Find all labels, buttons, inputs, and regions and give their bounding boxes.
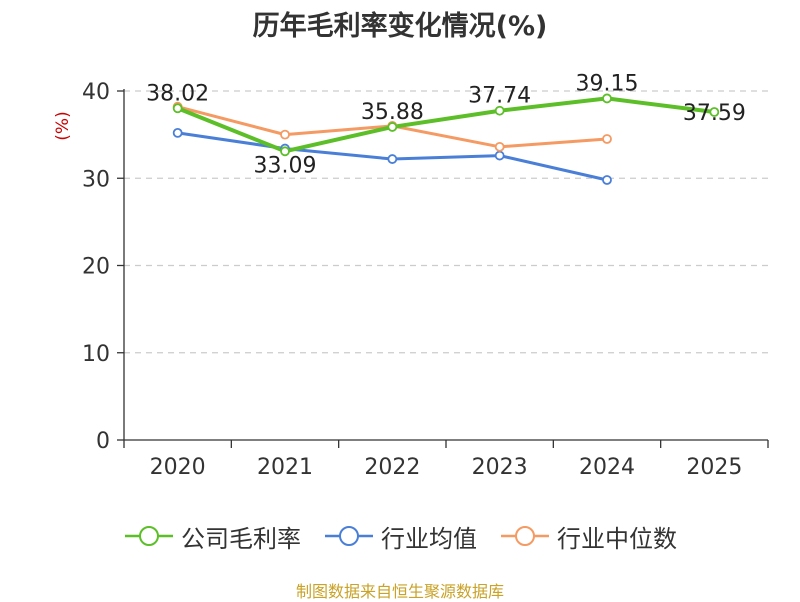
data-point-s1-2024	[602, 175, 612, 185]
x-tick-label-2025: 2025	[686, 455, 742, 480]
legend-marker-2	[515, 526, 535, 546]
x-tick-label-2023: 2023	[472, 455, 528, 480]
data-point-s0-2024	[602, 93, 612, 104]
data-label-2025: 37.59	[683, 101, 746, 126]
data-label-2021: 33.09	[254, 153, 317, 178]
x-tick-label-2021: 2021	[257, 455, 313, 480]
data-point-s0-2025	[709, 107, 720, 117]
chart-title: 历年毛利率变化情况(%)	[252, 11, 548, 42]
y-tick-label-10: 10	[82, 342, 110, 367]
data-label-2023: 37.74	[468, 84, 531, 109]
data-label-2020: 38.02	[146, 81, 209, 106]
source-note: 制图数据来自恒生聚源数据库	[295, 582, 504, 601]
legend-label-industry-median: 行业中位数	[557, 524, 677, 553]
legend-item-industry-average[interactable]: 行业均值	[323, 519, 477, 554]
x-tick-label-2024: 2024	[579, 455, 635, 480]
data-point-s0-2023	[494, 105, 505, 116]
legend: 公司毛利率 行业均值 行业中位数	[0, 518, 800, 554]
y-axis-label: (%)	[53, 111, 73, 140]
legend-swatch-company-gross-margin	[125, 526, 173, 546]
y-tick-label-20: 20	[82, 255, 110, 280]
x-tick-label-2020: 2020	[150, 455, 206, 480]
legend-swatch-industry-median	[501, 526, 549, 546]
data-point-s2-2021	[280, 129, 290, 140]
x-tick-label-2022: 2022	[364, 455, 420, 480]
data-point-s0-2020	[172, 103, 183, 114]
legend-label-company-gross-margin: 公司毛利率	[181, 524, 301, 553]
data-point-s1-2020	[172, 127, 183, 138]
data-point-s2-2023	[494, 141, 505, 152]
legend-item-company-gross-margin[interactable]: 公司毛利率	[123, 519, 301, 554]
data-point-s0-2022	[387, 122, 398, 132]
legend-marker-0	[139, 526, 159, 546]
y-tick-label-0: 0	[96, 429, 110, 454]
data-point-s1-2023	[494, 150, 505, 161]
data-point-s0-2021	[280, 146, 290, 157]
y-tick-label-30: 30	[82, 167, 110, 192]
data-label-2024: 39.15	[576, 71, 639, 96]
y-tick-label-40: 40	[82, 80, 110, 105]
legend-swatch-industry-average	[325, 526, 373, 546]
data-label-2022: 35.88	[361, 100, 424, 125]
legend-item-industry-median[interactable]: 行业中位数	[499, 519, 677, 554]
legend-label-industry-average: 行业均值	[381, 524, 477, 553]
series-line-0	[175, 96, 717, 154]
data-point-s1-2022	[387, 154, 398, 164]
legend-marker-1	[339, 526, 359, 546]
data-point-s2-2024	[602, 134, 612, 144]
